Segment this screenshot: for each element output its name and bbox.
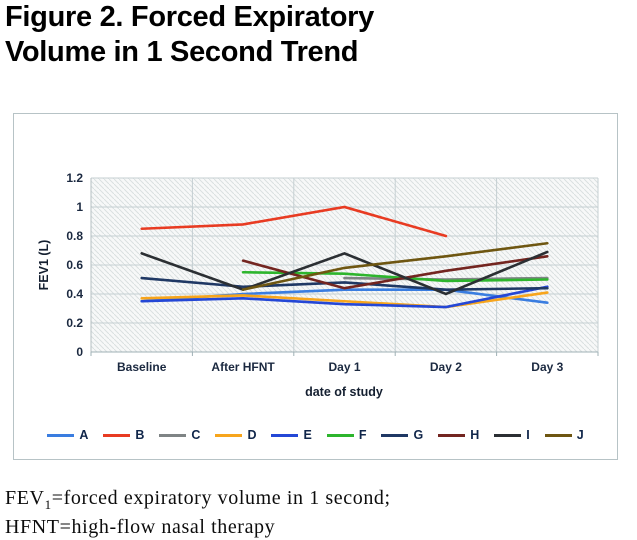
legend-label-B: B bbox=[135, 428, 145, 442]
series-line-F bbox=[241, 270, 549, 283]
legend-swatch-D bbox=[215, 433, 243, 437]
legend-item-C: C bbox=[159, 428, 200, 442]
series-line-G bbox=[140, 276, 549, 291]
series-line-J bbox=[241, 241, 549, 291]
y-tick-label: 0.2 bbox=[66, 316, 83, 330]
legend-item-G: G bbox=[381, 428, 423, 442]
legend-label-F: F bbox=[358, 428, 367, 442]
y-tick-label: 0 bbox=[76, 345, 83, 359]
x-axis-title: date of study bbox=[305, 385, 383, 399]
y-axis-title: FEV1 (L) bbox=[37, 240, 51, 291]
figure-title-line2: Volume in 1 Second Trend bbox=[5, 36, 359, 69]
legend-label-A: A bbox=[79, 428, 89, 442]
figure-title-line1: Figure 2. Forced Expiratory bbox=[5, 1, 374, 33]
legend-swatch-E bbox=[271, 433, 299, 437]
legend-swatch-J bbox=[544, 433, 572, 437]
footnote-abbr: FEV bbox=[5, 487, 45, 509]
legend-swatch-G bbox=[381, 433, 409, 437]
legend-label-I: I bbox=[526, 428, 530, 442]
legend-item-F: F bbox=[326, 428, 367, 442]
y-tick-label: 1.2 bbox=[66, 171, 83, 185]
x-tick-label: After HFNT bbox=[211, 360, 275, 374]
legend-label-G: G bbox=[413, 428, 424, 442]
series-line-H bbox=[241, 255, 549, 290]
y-tick-label: 0.8 bbox=[66, 229, 83, 243]
legend-item-I: I bbox=[494, 428, 530, 442]
footnote-subscript: 1 bbox=[44, 497, 52, 512]
footnote-line2: HFNT=high-flow nasal therapy bbox=[5, 515, 276, 538]
footnote-definition: =forced expiratory volume in 1 second; bbox=[51, 487, 391, 509]
series-line-B bbox=[140, 205, 448, 238]
legend-item-B: B bbox=[103, 428, 144, 442]
figure-footnote: FEV1=forced expiratory volume in 1 secon… bbox=[5, 485, 625, 540]
legend-item-J: J bbox=[544, 428, 584, 442]
x-tick-label: Day 1 bbox=[328, 360, 360, 374]
legend-item-A: A bbox=[47, 428, 88, 442]
y-tick-label: 1 bbox=[76, 200, 83, 214]
legend-item-E: E bbox=[271, 428, 312, 442]
chart-canvas: 0 0.2 0.4 0.6 0.8 1 1.2 Baseline After HFNT Day 1… bbox=[37, 171, 599, 399]
footnote-line1: FEV1=forced expiratory volume in 1 secon… bbox=[5, 485, 625, 514]
legend-label-J: J bbox=[576, 428, 584, 442]
y-tick-label: 0.6 bbox=[66, 258, 83, 272]
chart-legend: A B C D E F G H I J bbox=[14, 422, 617, 448]
legend-label-H: H bbox=[470, 428, 480, 442]
legend-label-C: C bbox=[191, 428, 201, 442]
plot-area: 0 0.2 0.4 0.6 0.8 1 1.2 Baseline After HFNT Day 1… bbox=[66, 171, 599, 374]
legend-label-E: E bbox=[303, 428, 312, 442]
series-line-E bbox=[140, 285, 549, 309]
legend-swatch-I bbox=[494, 433, 522, 437]
chart-panel: 0 0.2 0.4 0.6 0.8 1 1.2 Baseline After HFNT Day 1… bbox=[13, 113, 618, 460]
legend-swatch-B bbox=[103, 433, 131, 437]
series-line-I bbox=[140, 250, 549, 296]
legend-swatch-F bbox=[326, 433, 354, 437]
legend-item-D: D bbox=[215, 428, 256, 442]
x-tick-label: Baseline bbox=[117, 360, 167, 374]
legend-swatch-A bbox=[47, 433, 75, 437]
legend-label-D: D bbox=[247, 428, 257, 442]
x-tick-label: Day 2 bbox=[430, 360, 462, 374]
series-line-C bbox=[343, 276, 549, 281]
y-tick-label: 0.4 bbox=[66, 287, 83, 301]
legend-swatch-H bbox=[438, 433, 466, 437]
figure-title: Figure 2. Forced Expiratory Volume in 1 … bbox=[5, 0, 625, 71]
x-tick-label: Day 3 bbox=[531, 360, 563, 374]
legend-item-H: H bbox=[438, 428, 479, 442]
legend-swatch-C bbox=[159, 433, 187, 437]
series-line-D bbox=[140, 291, 549, 309]
